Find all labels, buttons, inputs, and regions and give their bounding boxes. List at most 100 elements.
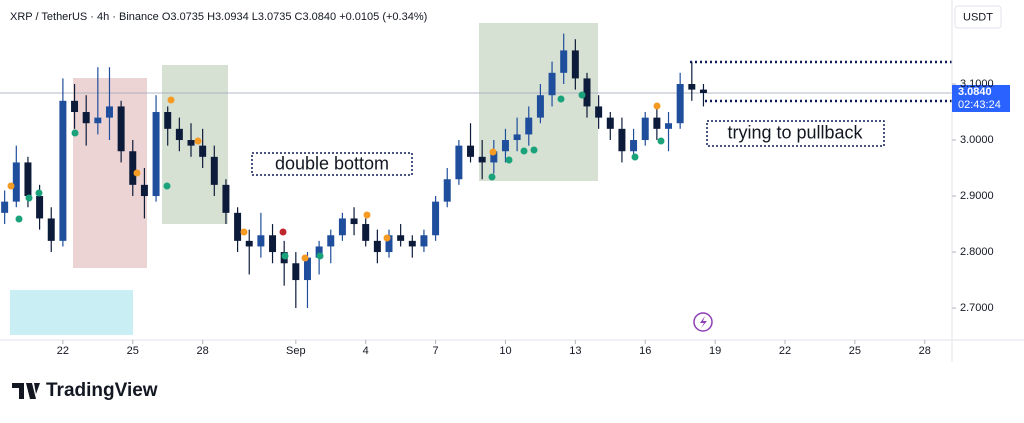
candle-body <box>513 134 521 141</box>
candle-body <box>525 117 533 135</box>
zone-cyan <box>10 290 133 335</box>
candle-body <box>373 240 381 253</box>
candle-body <box>583 78 591 107</box>
candle-body <box>420 235 428 247</box>
x-tick-label: 16 <box>639 345 651 357</box>
candle-body <box>443 179 451 202</box>
candle-body <box>350 218 358 225</box>
dot <box>363 211 371 219</box>
candle-body <box>665 123 673 129</box>
dot <box>520 147 528 155</box>
candle-body <box>94 117 102 124</box>
candle-body <box>432 201 440 236</box>
candle-body <box>36 196 44 219</box>
candle-body <box>59 100 67 241</box>
x-tick-label: 22 <box>57 345 69 357</box>
dot <box>488 173 496 181</box>
dot <box>279 228 287 236</box>
candle-body <box>630 140 638 152</box>
candle-body <box>327 235 335 247</box>
event-icon[interactable] <box>693 312 713 332</box>
candle-body <box>71 100 79 113</box>
zone-green <box>162 65 228 224</box>
candle-body <box>12 162 20 202</box>
brand-name: TradingView <box>46 380 158 401</box>
candle-body <box>490 151 498 163</box>
annotation-box <box>251 152 413 176</box>
dot <box>530 146 538 154</box>
dot <box>167 96 175 104</box>
candle-body <box>455 145 463 180</box>
x-tick-label: Sep <box>286 345 306 357</box>
candle-body <box>117 106 125 152</box>
candle-body <box>606 117 614 129</box>
currency: USDT <box>963 11 993 23</box>
x-tick-label: 28 <box>197 345 209 357</box>
dot <box>653 102 661 110</box>
brand-logo <box>12 383 40 399</box>
dot <box>15 215 23 223</box>
candle-body <box>641 117 649 141</box>
event-icon-bolt <box>700 316 707 328</box>
price-tag-countdown: 02:43:24 <box>958 99 1001 111</box>
candle-body <box>303 257 311 281</box>
y-tick-label: 3.0000 <box>960 134 994 146</box>
y-tick-label: 3.1000 <box>960 78 994 90</box>
candle-body <box>269 235 277 253</box>
candle-body <box>129 151 137 185</box>
candle-body <box>362 224 370 241</box>
candle-body <box>292 263 300 281</box>
dot <box>240 228 248 236</box>
dot <box>578 91 586 99</box>
candle-body <box>676 84 684 124</box>
candle-body <box>222 184 230 213</box>
x-tick-label: 25 <box>127 345 139 357</box>
candle-body <box>140 184 148 197</box>
candle-body <box>245 240 253 247</box>
candle-body <box>175 128 183 141</box>
x-tick-label: 7 <box>433 345 439 357</box>
dot <box>505 156 513 164</box>
candle-body <box>467 145 475 157</box>
candle-body <box>571 50 579 79</box>
dot <box>316 252 324 260</box>
candles <box>0 33 952 309</box>
dot <box>35 189 43 197</box>
brand: TradingView <box>12 380 158 401</box>
currency-button[interactable] <box>954 5 1002 29</box>
dot <box>383 234 391 242</box>
candle-body <box>699 89 707 93</box>
indicator-dots <box>7 91 665 262</box>
candle-body <box>1 201 9 213</box>
annotation: double bottom <box>275 153 389 173</box>
candle-body <box>315 246 323 258</box>
candle-body <box>152 112 160 197</box>
header-legend: XRP / TetherUS · 4h · Binance O3.0735 H3… <box>10 11 427 23</box>
candle-body <box>478 156 486 163</box>
candle-body <box>408 240 416 247</box>
x-tick-label: 28 <box>919 345 931 357</box>
candle-body <box>688 84 696 90</box>
candle-body <box>618 128 626 152</box>
x-tick-label: 19 <box>709 345 721 357</box>
x-tick-label: 4 <box>363 345 369 357</box>
x-tick-label: 10 <box>499 345 511 357</box>
candle-body <box>105 106 113 118</box>
candle-body <box>385 235 393 253</box>
candle-body <box>82 112 90 124</box>
candle-body <box>24 162 32 197</box>
dot <box>133 169 141 177</box>
dot <box>194 137 202 145</box>
candle-body <box>199 145 207 157</box>
dot <box>657 137 665 145</box>
candle-body <box>397 235 405 241</box>
dot <box>163 182 171 190</box>
candle-body <box>164 112 172 129</box>
candle-body <box>234 212 242 241</box>
price-tag-box <box>952 84 1010 112</box>
candle-body <box>257 235 265 247</box>
annotation: trying to pullback <box>727 122 863 142</box>
y-tick-label: 2.9000 <box>960 190 994 202</box>
candle-body <box>560 50 568 73</box>
